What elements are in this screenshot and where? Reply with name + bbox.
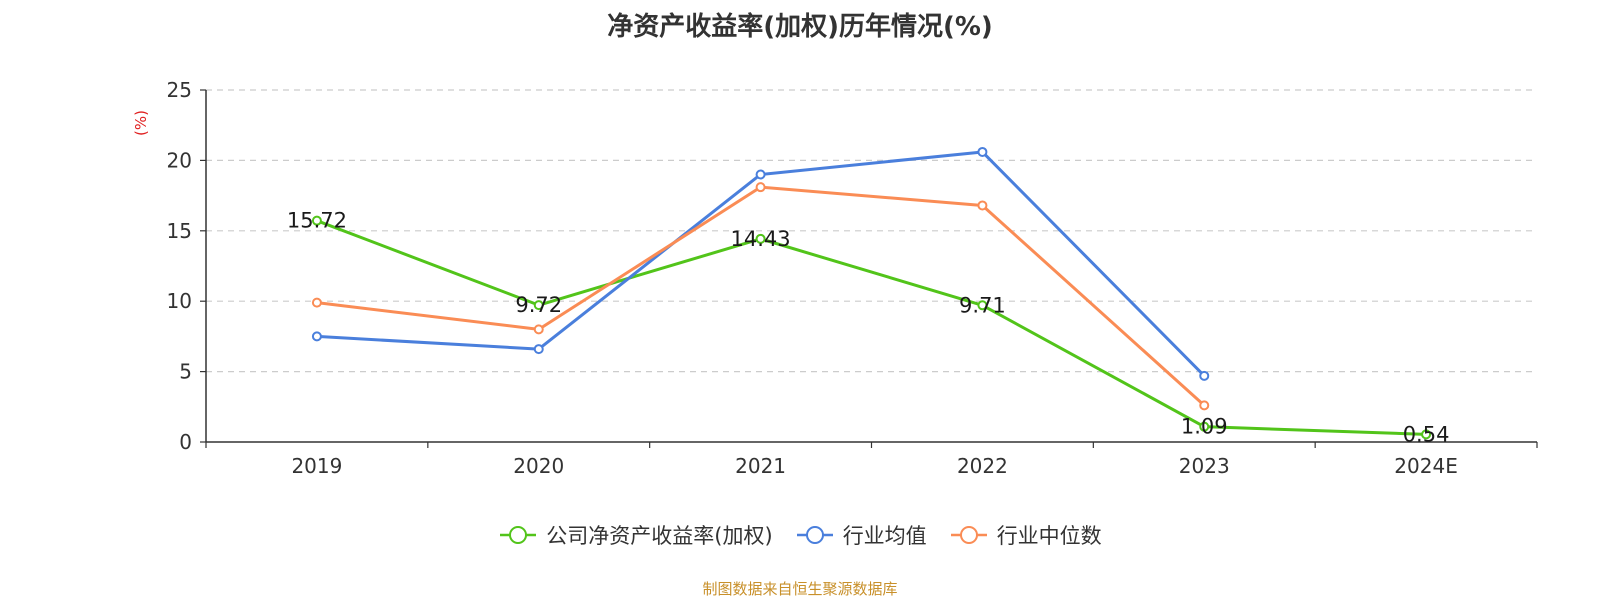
y-tick-label: 20 [167,148,192,172]
x-tick-label: 2024E [1394,454,1458,478]
data-point [755,169,766,180]
data-point [977,200,988,211]
data-point [755,233,766,244]
legend-marker [805,526,824,544]
y-tick-label: 5 [179,360,192,384]
data-point [533,324,544,335]
legend-swatch-icon [796,526,833,544]
data-point [755,182,766,193]
legend-marker [959,526,978,544]
data-label: 14.43 [731,227,791,251]
data-point [977,146,988,157]
series-3 [311,182,1210,411]
chart-title: 净资产收益率(加权)历年情况(%) [607,12,993,42]
x-tick-label: 2023 [1179,454,1230,478]
y-tick-label: 25 [167,78,192,102]
series-group [311,146,1432,440]
legend-item[interactable]: 公司净资产收益率(加权) [498,520,773,550]
data-label: 1.09 [1181,415,1228,439]
data-point [1421,429,1432,440]
data-point [311,297,322,308]
data-point [1199,400,1210,411]
series-line [316,185,1206,407]
legend-item[interactable]: 行业中位数 [949,520,1102,550]
data-point [311,215,322,226]
data-label: 9.72 [515,293,562,317]
source-note: 制图数据来自恒生聚源数据库 [702,580,898,598]
data-point [533,300,544,311]
series-1 [311,215,1432,440]
legend-label: 行业中位数 [996,524,1102,548]
x-tick-label: 2021 [735,454,786,478]
y-tick-label: 15 [167,219,192,243]
data-point [311,331,322,342]
x-tick-label: 2019 [291,454,342,478]
legend-swatch-icon [500,526,537,544]
legend: 公司净资产收益率(加权) 行业均值 行业中位数 [0,520,1600,550]
grid-lines [206,89,1537,373]
series-2 [311,146,1210,381]
data-labels: 15.72 9.72 14.43 9.71 1.09 0.54 [287,209,1450,447]
data-point [533,344,544,355]
legend-item[interactable]: 行业均值 [795,520,927,550]
data-label: 9.71 [959,293,1006,317]
legend-swatch-icon [950,526,987,544]
y-axis-label: (%) [132,110,150,136]
data-point [1199,370,1210,381]
x-tick-label: 2020 [513,454,564,478]
y-tick-label: 0 [179,430,192,454]
data-point [977,300,988,311]
series-line [316,219,1427,436]
axes: (%) 0 5 10 15 20 25 2019 2020 2021 2022 2023 2024E [132,78,1538,478]
data-label: 15.72 [287,209,347,233]
legend-marker [509,526,528,544]
legend-label: 行业均值 [842,524,927,548]
data-point [1199,421,1210,432]
legend-label: 公司净资产收益率(加权) [546,524,773,548]
y-tick-label: 10 [167,289,192,313]
x-tick-label: 2022 [957,454,1008,478]
data-label: 0.54 [1403,422,1450,446]
